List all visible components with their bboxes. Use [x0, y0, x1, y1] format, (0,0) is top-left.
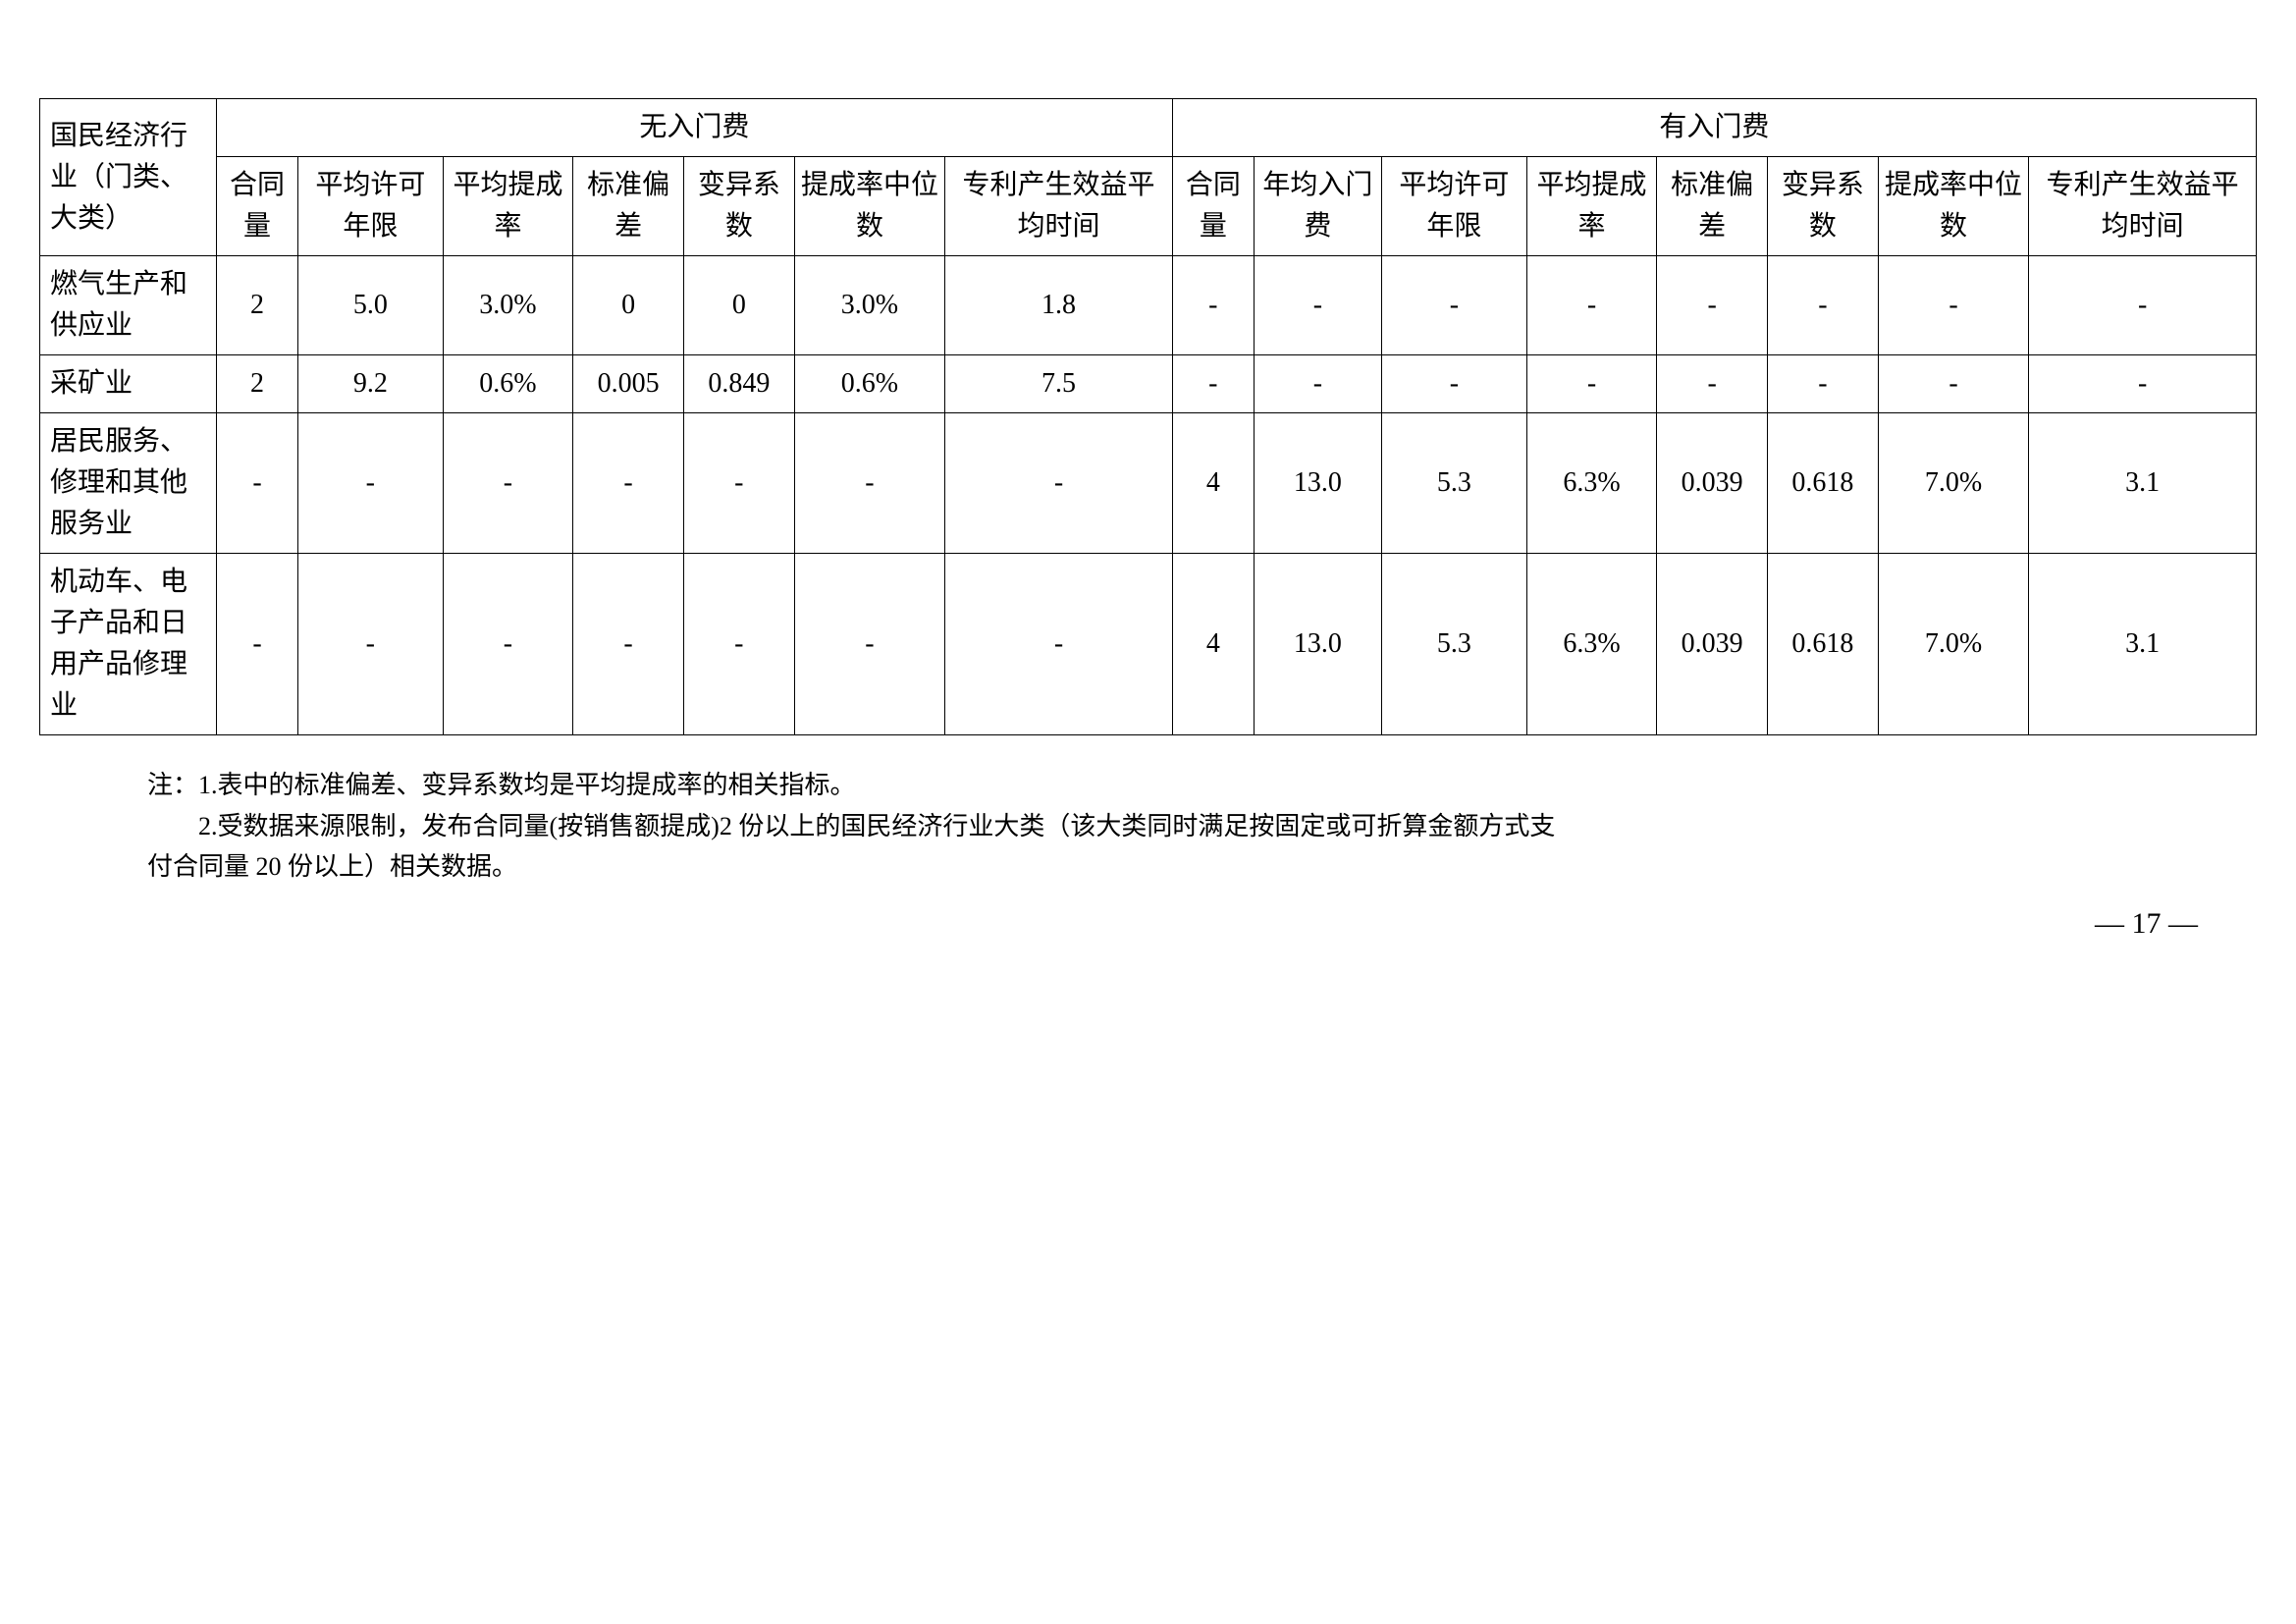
sub-header: 提成率中位数: [794, 157, 945, 256]
data-cell: 5.0: [297, 256, 443, 355]
row-label-cell: 居民服务、修理和其他服务业: [40, 413, 217, 554]
data-cell: 9.2: [297, 355, 443, 413]
sub-header: 变异系数: [683, 157, 794, 256]
group-header-no-fee: 无入门费: [217, 99, 1173, 157]
header-row-1: 国民经济行业（门类、大类） 无入门费 有入门费: [40, 99, 2257, 157]
data-cell: -: [945, 413, 1173, 554]
data-cell: 6.3%: [1526, 413, 1657, 554]
header-row-2: 合同量 平均许可年限 平均提成率 标准偏差 变异系数 提成率中位数 专利产生效益…: [40, 157, 2257, 256]
data-cell: -: [2029, 355, 2257, 413]
data-cell: -: [573, 554, 684, 735]
data-cell: -: [1382, 256, 1527, 355]
data-cell: -: [1254, 355, 1381, 413]
sub-header: 合同量: [1172, 157, 1254, 256]
data-cell: -: [1657, 355, 1768, 413]
data-cell: 0.849: [683, 355, 794, 413]
sub-header: 平均提成率: [443, 157, 573, 256]
row-label-cell: 燃气生产和供应业: [40, 256, 217, 355]
data-cell: -: [683, 413, 794, 554]
data-cell: 2: [217, 256, 298, 355]
row-header-label: 国民经济行业（门类、大类）: [40, 99, 217, 256]
data-cell: 3.1: [2029, 554, 2257, 735]
data-cell: 7.0%: [1878, 554, 2029, 735]
data-cell: -: [1526, 355, 1657, 413]
notes-section: 注：1.表中的标准偏差、变异系数均是平均提成率的相关指标。 注：2.受数据来源限…: [39, 765, 2257, 888]
data-cell: 0.6%: [443, 355, 573, 413]
data-cell: -: [1172, 256, 1254, 355]
data-cell: -: [217, 413, 298, 554]
data-cell: 13.0: [1254, 554, 1381, 735]
data-cell: -: [794, 413, 945, 554]
data-cell: -: [573, 413, 684, 554]
sub-header: 年均入门费: [1254, 157, 1381, 256]
note-1: 1.表中的标准偏差、变异系数均是平均提成率的相关指标。: [198, 771, 856, 799]
data-cell: 2: [217, 355, 298, 413]
data-cell: 5.3: [1382, 554, 1527, 735]
sub-header: 提成率中位数: [1878, 157, 2029, 256]
data-cell: 0: [683, 256, 794, 355]
data-cell: -: [945, 554, 1173, 735]
data-cell: 0.6%: [794, 355, 945, 413]
note-prefix: 注：: [147, 771, 198, 799]
page-number: — 17 —: [39, 907, 2257, 941]
data-cell: 0.039: [1657, 413, 1768, 554]
data-cell: 1.8: [945, 256, 1173, 355]
note-2-part2: 付合同量 20 份以上）相关数据。: [147, 852, 517, 881]
group-header-fee: 有入门费: [1172, 99, 2256, 157]
table-row: 机动车、电子产品和日用产品修理业-------413.05.36.3%0.039…: [40, 554, 2257, 735]
data-cell: -: [2029, 256, 2257, 355]
data-cell: 0.039: [1657, 554, 1768, 735]
data-cell: -: [1657, 256, 1768, 355]
data-cell: -: [1878, 256, 2029, 355]
data-cell: 0.618: [1768, 554, 1879, 735]
data-cell: 4: [1172, 413, 1254, 554]
sub-header: 平均许可年限: [1382, 157, 1527, 256]
sub-header: 合同量: [217, 157, 298, 256]
table-row: 居民服务、修理和其他服务业-------413.05.36.3%0.0390.6…: [40, 413, 2257, 554]
sub-header: 专利产生效益平均时间: [2029, 157, 2257, 256]
row-label-cell: 机动车、电子产品和日用产品修理业: [40, 554, 217, 735]
data-cell: -: [297, 554, 443, 735]
data-cell: -: [1768, 256, 1879, 355]
data-cell: -: [1382, 355, 1527, 413]
data-table: 国民经济行业（门类、大类） 无入门费 有入门费 合同量 平均许可年限 平均提成率…: [39, 98, 2257, 735]
data-cell: 3.1: [2029, 413, 2257, 554]
data-cell: 13.0: [1254, 413, 1381, 554]
table-body: 燃气生产和供应业25.03.0%003.0%1.8--------采矿业29.2…: [40, 256, 2257, 735]
data-cell: -: [1254, 256, 1381, 355]
row-label-cell: 采矿业: [40, 355, 217, 413]
sub-header: 标准偏差: [1657, 157, 1768, 256]
sub-header: 平均许可年限: [297, 157, 443, 256]
data-cell: -: [1768, 355, 1879, 413]
table-row: 燃气生产和供应业25.03.0%003.0%1.8--------: [40, 256, 2257, 355]
data-cell: 4: [1172, 554, 1254, 735]
data-cell: 5.3: [1382, 413, 1527, 554]
data-cell: -: [217, 554, 298, 735]
sub-header: 专利产生效益平均时间: [945, 157, 1173, 256]
sub-header: 变异系数: [1768, 157, 1879, 256]
data-cell: 7.0%: [1878, 413, 2029, 554]
data-cell: 0.618: [1768, 413, 1879, 554]
data-cell: 3.0%: [443, 256, 573, 355]
data-cell: -: [1172, 355, 1254, 413]
table-row: 采矿业29.20.6%0.0050.8490.6%7.5--------: [40, 355, 2257, 413]
data-cell: -: [443, 413, 573, 554]
data-cell: 3.0%: [794, 256, 945, 355]
data-cell: 0.005: [573, 355, 684, 413]
data-cell: 0: [573, 256, 684, 355]
data-cell: -: [443, 554, 573, 735]
data-cell: -: [297, 413, 443, 554]
data-cell: 6.3%: [1526, 554, 1657, 735]
data-cell: -: [1526, 256, 1657, 355]
sub-header: 标准偏差: [573, 157, 684, 256]
data-cell: -: [1878, 355, 2029, 413]
sub-header: 平均提成率: [1526, 157, 1657, 256]
data-cell: -: [794, 554, 945, 735]
note-2-part1: 2.受数据来源限制，发布合同量(按销售额提成)2 份以上的国民经济行业大类（该大…: [198, 812, 1555, 840]
data-cell: -: [683, 554, 794, 735]
data-cell: 7.5: [945, 355, 1173, 413]
